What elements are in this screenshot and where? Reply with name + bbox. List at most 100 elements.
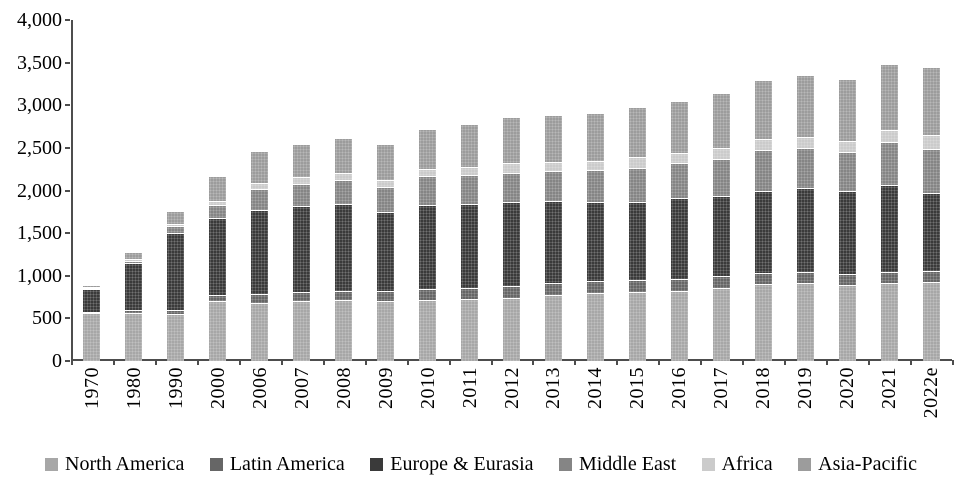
bar-segment-north-america xyxy=(670,291,688,361)
bar-segment-north-america xyxy=(544,294,562,361)
bar-segment-middle-east xyxy=(293,184,311,207)
x-axis-label-slot: 2012 xyxy=(491,367,533,447)
x-axis-tick xyxy=(406,360,409,365)
bar-segment-asia-pacific xyxy=(628,107,646,158)
x-axis-label-slot: 2008 xyxy=(323,367,365,447)
bar-2013 xyxy=(544,114,562,361)
bar-segment-africa xyxy=(628,157,646,168)
x-axis-tick xyxy=(196,360,199,365)
bar-segment-europe-eurasia xyxy=(544,200,562,284)
x-axis-label-slot: 1980 xyxy=(113,367,155,447)
x-axis-labels: 1970 1980 1990 2000 2006 2007 2008 2009 2010 2011… xyxy=(71,367,952,447)
bar-segment-latin-america xyxy=(83,311,101,314)
x-axis-label-slot: 2020 xyxy=(826,367,868,447)
bar-slot xyxy=(574,20,616,361)
x-axis-tick xyxy=(448,360,451,365)
bar-segment-europe-eurasia xyxy=(796,188,814,272)
bar-1970 xyxy=(83,285,101,361)
bar-segment-middle-east xyxy=(712,158,730,196)
bar-segment-north-america xyxy=(419,300,437,361)
legend-label: Asia-Pacific xyxy=(818,453,917,475)
bar-segment-africa xyxy=(83,286,101,288)
bar-segment-asia-pacific xyxy=(293,144,311,178)
bar-segment-latin-america xyxy=(586,280,604,293)
legend-swatch xyxy=(798,457,812,471)
y-axis-label: 500 xyxy=(32,307,62,330)
x-axis-label-slot: 1990 xyxy=(155,367,197,447)
bar-2020 xyxy=(838,79,856,361)
bar-segment-latin-america xyxy=(754,273,772,285)
legend-label: Europe & Eurasia xyxy=(390,453,534,475)
bar-segment-europe-eurasia xyxy=(83,288,101,312)
bar-segment-asia-pacific xyxy=(83,285,101,287)
bar-segment-middle-east xyxy=(377,187,395,213)
x-axis-tick xyxy=(490,360,493,365)
bar-segment-africa xyxy=(754,139,772,151)
x-axis-label-slot: 2009 xyxy=(365,367,407,447)
bar-segment-africa xyxy=(335,173,353,181)
bar-slot xyxy=(365,20,407,361)
bar-slot xyxy=(826,20,868,361)
legend-item-europe-eurasia: Europe & Eurasia xyxy=(370,453,534,475)
bar-segment-north-america xyxy=(209,301,227,361)
x-axis-label-slot: 2000 xyxy=(197,367,239,447)
bar-segment-europe-eurasia xyxy=(670,198,688,280)
bar-2016 xyxy=(670,100,688,361)
x-axis-label: 2007 xyxy=(290,367,313,409)
x-axis-tick xyxy=(154,360,157,365)
bar-segment-europe-eurasia xyxy=(628,201,646,280)
bar-segment-north-america xyxy=(293,301,311,361)
bar-segment-latin-america xyxy=(838,274,856,286)
bar-segment-europe-eurasia xyxy=(754,190,772,274)
x-axis-label-slot: 2021 xyxy=(868,367,910,447)
bar-2000 xyxy=(209,175,227,361)
legend-label: Middle East xyxy=(578,453,677,475)
bar-segment-north-america xyxy=(712,287,730,361)
bar-segment-asia-pacific xyxy=(377,144,395,181)
bar-segment-asia-pacific xyxy=(754,79,772,140)
legend-item-asia-pacific: Asia-Pacific xyxy=(798,454,917,474)
bar-segment-latin-america xyxy=(293,291,311,302)
bar-slot xyxy=(658,20,700,361)
x-axis-tick xyxy=(322,360,325,365)
x-axis-tick xyxy=(868,360,871,365)
bar-slot xyxy=(239,20,281,361)
bar-segment-europe-eurasia xyxy=(712,195,730,276)
bar-segment-latin-america xyxy=(125,310,143,313)
bar-segment-asia-pacific xyxy=(461,123,479,168)
x-axis-tick xyxy=(784,360,787,365)
x-axis-label: 2015 xyxy=(626,367,649,409)
y-axis-tick xyxy=(65,146,70,149)
x-axis-tick xyxy=(616,360,619,365)
bar-slot xyxy=(700,20,742,361)
bar-segment-africa xyxy=(251,182,269,189)
x-axis-label-slot: 1970 xyxy=(71,367,113,447)
bar-slot xyxy=(532,20,574,361)
bar-segment-latin-america xyxy=(377,291,395,301)
x-axis-tick xyxy=(700,360,703,365)
bar-2021 xyxy=(880,64,898,361)
bar-segment-latin-america xyxy=(209,294,227,302)
y-axis-tick xyxy=(65,189,70,192)
legend-label: Africa xyxy=(721,453,773,475)
bar-segment-africa xyxy=(922,135,940,149)
bar-2018 xyxy=(754,79,772,361)
y-axis-tick xyxy=(65,360,70,362)
bar-2014 xyxy=(586,113,604,361)
bar-2008 xyxy=(335,138,353,361)
bar-segment-latin-america xyxy=(544,283,562,295)
bar-segment-middle-east xyxy=(209,204,227,219)
bar-segment-asia-pacific xyxy=(712,93,730,149)
y-axis-label: 2,000 xyxy=(17,179,62,202)
bar-segment-asia-pacific xyxy=(419,128,437,169)
legend-item-middle-east: Middle East xyxy=(558,453,677,475)
bar-slot xyxy=(868,20,910,361)
y-axis-label: 1,500 xyxy=(17,222,62,245)
bar-slot xyxy=(71,20,113,361)
bar-2022e xyxy=(922,66,940,361)
bar-segment-middle-east xyxy=(628,167,646,202)
x-axis-label-slot: 2007 xyxy=(281,367,323,447)
x-axis-label: 2016 xyxy=(668,367,691,409)
bar-segment-latin-america xyxy=(922,270,940,283)
bar-segment-north-america xyxy=(335,300,353,361)
